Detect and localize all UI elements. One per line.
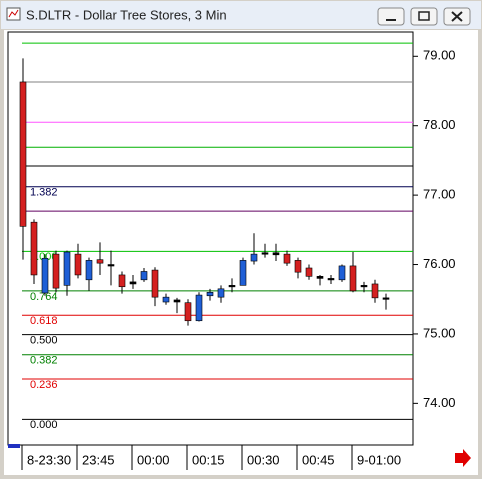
- plot-frame: [7, 31, 414, 446]
- candle-body: [195, 294, 203, 322]
- maximize-icon: [418, 11, 430, 21]
- candle-body: [96, 259, 104, 264]
- candle-body: [19, 81, 27, 227]
- candle-body: [250, 253, 258, 262]
- level-label: 1.382: [30, 187, 58, 199]
- x-tick-label: 9-01:00: [357, 452, 401, 467]
- candle-body: [228, 285, 236, 288]
- y-tick-label: 76.00: [423, 256, 456, 271]
- candle-body: [272, 252, 280, 256]
- minimize-button[interactable]: [377, 7, 405, 26]
- maximize-button[interactable]: [410, 7, 438, 26]
- x-tick-label: 00:30: [247, 452, 280, 467]
- candle-body: [382, 297, 390, 300]
- candle-body: [283, 253, 291, 264]
- y-tick-label: 74.00: [423, 395, 456, 410]
- y-tick-label: 75.00: [423, 325, 456, 340]
- candle-body: [294, 260, 302, 273]
- window-buttons: [377, 7, 471, 26]
- candle-body: [349, 265, 357, 292]
- candle-body: [316, 276, 324, 279]
- candle-body: [41, 257, 49, 294]
- candle-body: [85, 260, 93, 281]
- candle-body: [206, 291, 214, 297]
- candle-body: [52, 253, 60, 289]
- x-tick-label: 23:45: [82, 452, 115, 467]
- window-icon-line: [8, 9, 19, 18]
- candle-body: [173, 299, 181, 303]
- candle-body: [162, 296, 170, 303]
- candle-body: [338, 265, 346, 281]
- level-label: 0.382: [30, 355, 58, 367]
- candle-body: [151, 269, 159, 298]
- candle-body: [118, 274, 126, 288]
- plot: 74.0075.0076.0077.0078.0079.001.3821.000…: [19, 42, 456, 470]
- candle-body: [360, 285, 368, 288]
- candle-body: [371, 283, 379, 299]
- candle-body: [63, 251, 71, 286]
- candle-body: [129, 281, 137, 285]
- level-label: 0.000: [30, 419, 58, 431]
- candle-body: [184, 302, 192, 322]
- candle-body: [107, 264, 115, 267]
- level-label: 0.618: [30, 315, 58, 327]
- x-tick-label: 00:15: [192, 452, 225, 467]
- scroll-indicator: [8, 444, 20, 448]
- candle-body: [140, 271, 148, 281]
- y-tick-label: 77.00: [423, 187, 456, 202]
- candle-body: [261, 252, 269, 255]
- x-tick-label: 8-23:30: [27, 452, 71, 467]
- window-title: S.DLTR - Dollar Tree Stores, 3 Min: [26, 7, 227, 22]
- x-tick-label: 00:45: [302, 452, 335, 467]
- level-label: 0.764: [30, 291, 58, 303]
- candle-body: [305, 267, 313, 277]
- y-tick-label: 79.00: [423, 48, 456, 63]
- x-tick-label: 00:00: [137, 452, 170, 467]
- candle-body: [239, 260, 247, 286]
- level-label: 0.500: [30, 335, 58, 347]
- candle-body: [327, 278, 335, 281]
- level-label: 0.236: [30, 379, 58, 391]
- close-icon: [451, 11, 463, 22]
- candle-body: [74, 253, 82, 276]
- candle-body: [217, 288, 225, 298]
- scroll-arrow[interactable]: [455, 449, 471, 467]
- candle-body: [30, 221, 38, 276]
- y-tick-label: 78.00: [423, 117, 456, 132]
